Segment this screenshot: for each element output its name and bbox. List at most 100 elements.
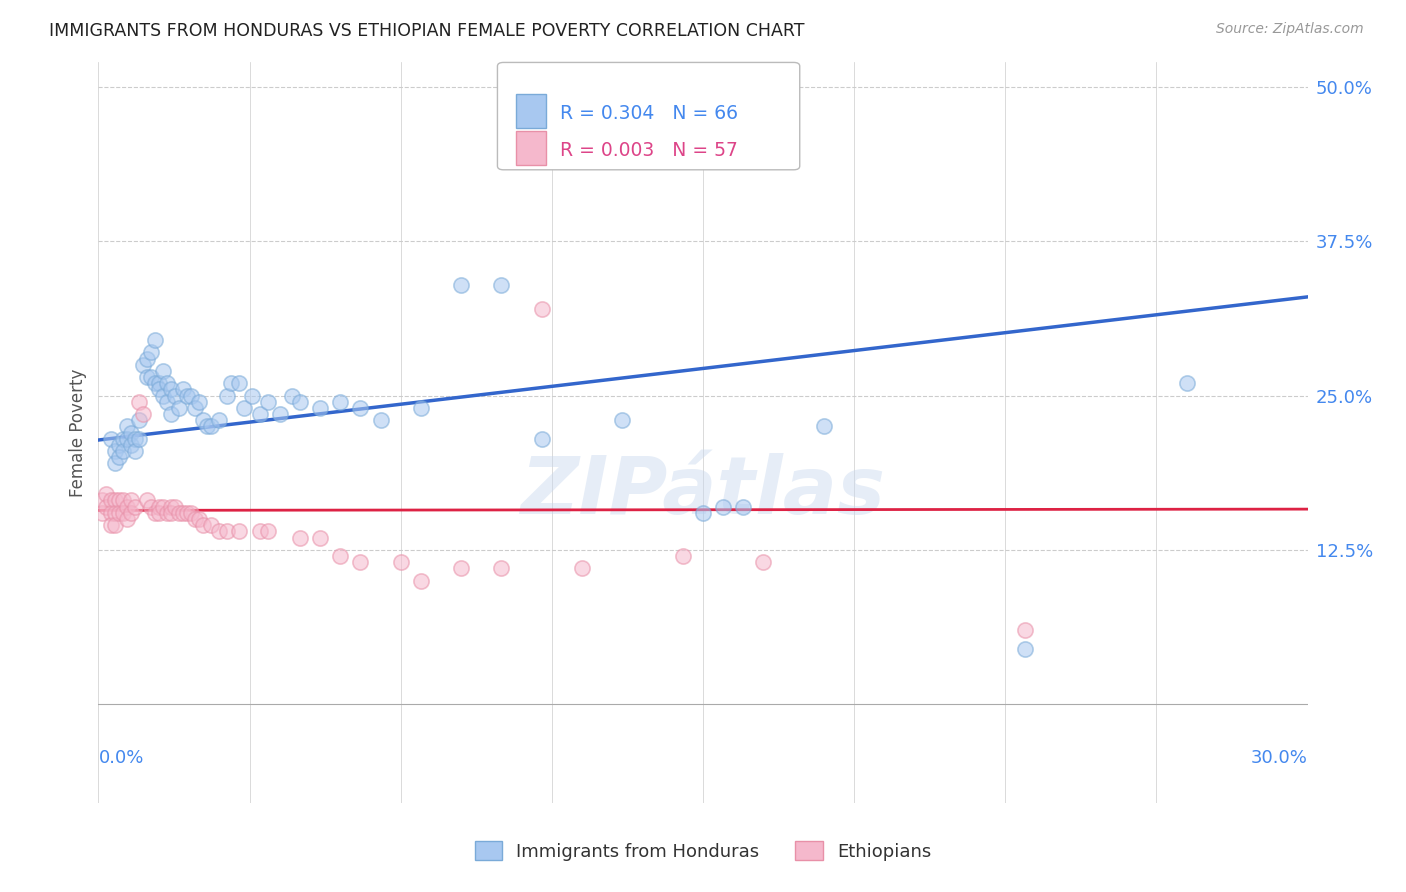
Point	[148, 506, 170, 520]
Point	[530, 302, 553, 317]
Point	[128, 394, 150, 409]
Point	[228, 376, 250, 391]
Point	[184, 401, 207, 415]
Point	[124, 500, 146, 514]
Text: R = 0.003   N = 57: R = 0.003 N = 57	[561, 141, 738, 160]
Point	[309, 401, 332, 415]
Point	[160, 383, 183, 397]
Text: 0.0%: 0.0%	[98, 748, 143, 766]
Point	[1175, 376, 1198, 391]
Point	[160, 407, 183, 421]
Point	[120, 506, 142, 520]
Text: ZIPátlas: ZIPátlas	[520, 453, 886, 531]
Point	[156, 506, 179, 520]
Point	[96, 487, 118, 501]
Point	[288, 394, 311, 409]
Text: IMMIGRANTS FROM HONDURAS VS ETHIOPIAN FEMALE POVERTY CORRELATION CHART: IMMIGRANTS FROM HONDURAS VS ETHIOPIAN FE…	[49, 22, 804, 40]
Point	[124, 444, 146, 458]
Point	[256, 394, 278, 409]
Point	[115, 500, 138, 514]
Point	[571, 561, 593, 575]
Point	[349, 555, 371, 569]
Point	[124, 432, 146, 446]
Point	[163, 500, 186, 514]
Point	[232, 401, 254, 415]
Text: Source: ZipAtlas.com: Source: ZipAtlas.com	[1216, 22, 1364, 37]
Point	[733, 500, 755, 514]
Point	[103, 457, 125, 471]
Point	[409, 574, 432, 588]
Point	[143, 376, 166, 391]
Point	[143, 333, 166, 347]
Point	[111, 493, 134, 508]
Point	[228, 524, 250, 539]
Point	[135, 351, 157, 366]
Point	[249, 407, 271, 421]
Point	[349, 401, 371, 415]
Point	[152, 364, 174, 378]
Point	[163, 388, 186, 402]
Point	[128, 432, 150, 446]
Point	[107, 493, 129, 508]
Point	[612, 413, 634, 427]
Point	[160, 500, 183, 514]
Point	[217, 524, 239, 539]
Bar	[516, 131, 546, 165]
Point	[148, 383, 170, 397]
Point	[180, 506, 202, 520]
Point	[156, 376, 179, 391]
Point	[281, 388, 304, 402]
Text: R = 0.304   N = 66: R = 0.304 N = 66	[561, 104, 738, 123]
Point	[167, 506, 190, 520]
Point	[100, 493, 122, 508]
Point	[200, 518, 222, 533]
Point	[132, 407, 155, 421]
Point	[180, 388, 202, 402]
Point	[172, 383, 194, 397]
Point	[370, 413, 392, 427]
Point	[103, 506, 125, 520]
Point	[188, 512, 211, 526]
Point	[208, 524, 231, 539]
Point	[188, 394, 211, 409]
Point	[107, 438, 129, 452]
Point	[176, 506, 198, 520]
Point	[135, 493, 157, 508]
Point	[120, 493, 142, 508]
Point	[100, 432, 122, 446]
Point	[103, 518, 125, 533]
Point	[139, 370, 162, 384]
Point	[269, 407, 291, 421]
Point	[208, 413, 231, 427]
Legend: Immigrants from Honduras, Ethiopians: Immigrants from Honduras, Ethiopians	[468, 834, 938, 868]
Point	[491, 561, 513, 575]
Point	[240, 388, 263, 402]
Point	[103, 493, 125, 508]
Point	[148, 500, 170, 514]
Point	[200, 419, 222, 434]
Point	[167, 401, 190, 415]
Y-axis label: Female Poverty: Female Poverty	[69, 368, 87, 497]
Point	[120, 438, 142, 452]
Point	[711, 500, 734, 514]
Point	[91, 493, 114, 508]
Point	[100, 506, 122, 520]
Point	[329, 394, 352, 409]
Point	[160, 506, 183, 520]
Point	[143, 506, 166, 520]
Point	[491, 277, 513, 292]
Bar	[516, 95, 546, 128]
Point	[139, 500, 162, 514]
Point	[813, 419, 835, 434]
Text: 30.0%: 30.0%	[1251, 748, 1308, 766]
Point	[450, 561, 472, 575]
Point	[256, 524, 278, 539]
Point	[107, 450, 129, 465]
Point	[132, 358, 155, 372]
Point	[152, 500, 174, 514]
Point	[195, 419, 218, 434]
Point	[103, 444, 125, 458]
Point	[135, 370, 157, 384]
Point	[193, 518, 215, 533]
Point	[96, 500, 118, 514]
